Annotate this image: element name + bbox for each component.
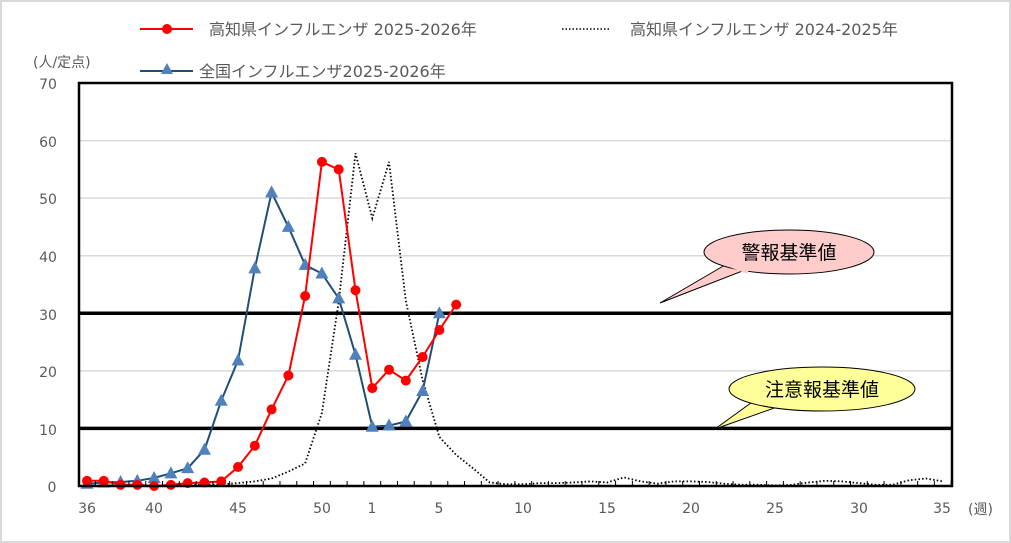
x-label-40: 40 xyxy=(145,501,163,517)
circle-marker-icon xyxy=(233,462,244,473)
callout-advisory-label: 注意報基準値 xyxy=(765,379,879,401)
circle-marker-icon xyxy=(451,299,462,310)
callout-warning: 警報基準値 xyxy=(659,229,875,304)
threshold-lines xyxy=(80,311,952,431)
y-axis-labels: 70 60 50 40 30 20 10 0 xyxy=(39,77,57,496)
triangle-marker-icon xyxy=(161,63,173,74)
legend-label-kochi-2025: 高知県インフルエンザ 2025-2026年 xyxy=(209,20,477,39)
y-label-40: 40 xyxy=(39,250,57,266)
circle-marker-icon xyxy=(249,440,260,451)
y-label-70: 70 xyxy=(39,77,57,93)
y-label-50: 50 xyxy=(39,192,57,208)
circle-marker-icon xyxy=(434,324,445,335)
x-label-20: 20 xyxy=(682,501,700,517)
line-kochi-2025 xyxy=(87,160,458,488)
series-kochi-2025-2026 xyxy=(82,156,462,491)
x-label-1: 1 xyxy=(368,501,377,517)
triangle-marker-icon xyxy=(214,393,228,406)
triangle-marker-icon xyxy=(432,306,446,319)
circle-marker-icon xyxy=(82,475,92,486)
x-axis-ticks xyxy=(94,481,952,486)
triangle-marker-icon xyxy=(365,419,379,432)
circle-marker-icon xyxy=(367,383,378,394)
legend: 高知県インフルエンザ 2025-2026年 高知県インフルエンザ 2024-20… xyxy=(140,20,898,81)
x-axis-unit: (週) xyxy=(968,502,993,518)
triangle-marker-icon xyxy=(197,442,211,455)
circle-marker-icon xyxy=(384,364,395,375)
triangle-marker-icon xyxy=(315,266,329,279)
x-label-36: 36 xyxy=(78,501,96,517)
legend-label-national-2025: 全国インフルエンザ2025-2026年 xyxy=(199,62,446,81)
plot-area xyxy=(77,81,954,488)
y-label-10: 10 xyxy=(39,423,57,439)
circle-marker-icon xyxy=(216,476,227,487)
y-axis-unit: (人/定点) xyxy=(33,55,91,71)
circle-marker-icon xyxy=(300,291,311,302)
triangle-marker-icon xyxy=(281,219,295,232)
y-label-60: 60 xyxy=(39,135,57,151)
triangle-marker-icon xyxy=(265,185,279,198)
line-national-2025 xyxy=(86,189,441,485)
series-national-2025-2026 xyxy=(80,185,446,489)
triangle-marker-icon xyxy=(147,470,161,483)
triangle-marker-icon xyxy=(399,414,413,427)
x-label-10: 10 xyxy=(514,501,532,517)
x-label-5: 5 xyxy=(435,501,444,517)
circle-marker-icon xyxy=(266,404,277,415)
y-label-20: 20 xyxy=(39,365,57,381)
x-label-45: 45 xyxy=(229,501,247,517)
line-kochi-2024 xyxy=(87,152,943,487)
triangle-marker-icon xyxy=(416,384,430,397)
legend-item-kochi-2024: 高知県インフルエンザ 2024-2025年 xyxy=(562,20,898,39)
circle-marker-icon xyxy=(162,24,172,34)
circle-marker-icon xyxy=(316,156,327,167)
triangle-marker-icon xyxy=(348,347,362,360)
triangle-marker-icon xyxy=(248,261,262,274)
callout-advisory: 注意報基準値 xyxy=(714,366,916,430)
y-label-30: 30 xyxy=(39,308,57,324)
circle-marker-icon xyxy=(400,375,411,386)
x-label-30: 30 xyxy=(850,501,868,517)
circle-marker-icon xyxy=(333,164,344,175)
legend-label-kochi-2024: 高知県インフルエンザ 2024-2025年 xyxy=(630,20,898,39)
triangle-marker-icon xyxy=(164,466,178,479)
circle-marker-icon xyxy=(417,352,428,363)
y-label-0: 0 xyxy=(48,480,57,496)
x-axis-labels: 36 40 45 50 1 5 10 15 20 25 30 35 xyxy=(78,501,951,517)
triangle-marker-icon xyxy=(332,291,346,304)
x-label-35: 35 xyxy=(933,501,951,517)
circle-marker-icon xyxy=(98,475,109,486)
triangle-marker-icon xyxy=(181,461,195,474)
triangle-marker-icon xyxy=(382,418,396,431)
x-label-50: 50 xyxy=(313,501,331,517)
x-label-25: 25 xyxy=(766,501,784,517)
x-label-15: 15 xyxy=(598,501,616,517)
series-kochi-2024-2025 xyxy=(87,152,943,487)
legend-item-national-2025: 全国インフルエンザ2025-2026年 xyxy=(140,62,446,81)
circle-marker-icon xyxy=(350,285,361,296)
triangle-marker-icon xyxy=(231,353,245,366)
legend-item-kochi-2025: 高知県インフルエンザ 2025-2026年 xyxy=(140,20,477,39)
circle-marker-icon xyxy=(283,370,294,381)
callout-warning-label: 警報基準値 xyxy=(741,242,836,264)
